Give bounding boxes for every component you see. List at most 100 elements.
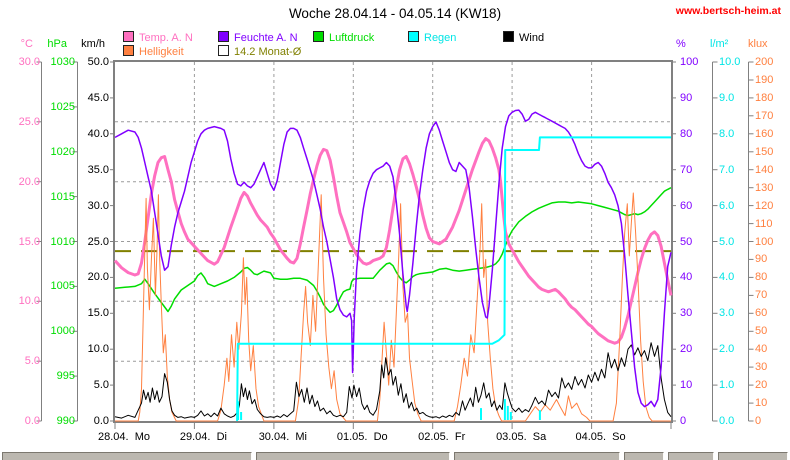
axis-tick-label-brightness: 180: [755, 91, 774, 104]
axis-tick-label-wind: 5.0: [93, 379, 109, 392]
axis-tick-label-humidity: 70: [680, 163, 693, 176]
axis-tick-label-brightness: 140: [755, 163, 774, 176]
rain-rate-bar: [538, 410, 541, 420]
legend-swatch: [123, 45, 134, 56]
axis-tick-label-pressure: 990: [56, 415, 75, 427]
axis-tick-label-temp: 20.0: [18, 175, 40, 188]
axis-tick-label-brightness: 130: [755, 181, 774, 194]
axis-tick-label-temp: 15.0: [18, 235, 40, 248]
legend-item: Helligkeit: [123, 45, 184, 58]
status-panel: [718, 452, 788, 460]
series-pressure-line: [114, 187, 672, 314]
legend-label: Regen: [424, 32, 457, 44]
status-bar: [0, 452, 790, 460]
axis-tick-label-brightness: 90: [755, 253, 768, 266]
axis-tick-label-brightness: 190: [755, 73, 774, 86]
axis-tick-label-temp: 5.0: [24, 355, 40, 368]
legend-item: Temp. A. N: [123, 31, 193, 44]
axis-tick-label-rain: 0.0: [719, 415, 735, 427]
legend-label: Luftdruck: [329, 32, 375, 44]
axis-tick-label-temp: 10.0: [18, 295, 40, 308]
axis-tick-label-rain: 4.0: [719, 271, 735, 284]
axis-tick-label-pressure: 1000: [50, 325, 75, 338]
legend-item: Feuchte A. N: [218, 31, 298, 44]
axis-tick-label-rain: 2.0: [719, 343, 735, 356]
axis-tick-label-wind: 30.0: [87, 199, 109, 212]
axis-unit-brightness: klux: [748, 38, 768, 50]
axis-tick-label-pressure: 1030: [50, 56, 75, 68]
axis-unit-pressure: hPa: [47, 38, 67, 50]
axis-tick-label-wind: 35.0: [87, 163, 109, 176]
axis-tick-label-wind: 45.0: [87, 91, 109, 104]
legend-item: Wind: [503, 31, 545, 44]
axis-tick-label-brightness: 40: [755, 343, 768, 356]
axis-tick-label-pressure: 1025: [50, 100, 75, 113]
x-axis-day-label: 03.05. Sa: [496, 431, 547, 443]
legend-label: Wind: [519, 32, 545, 44]
axis-tick-label-brightness: 50: [755, 325, 768, 338]
axis-tick-label-humidity: 40: [680, 271, 693, 284]
axis-tick-label-humidity: 90: [680, 91, 693, 104]
axis-tick-label-pressure: 1005: [50, 280, 75, 293]
series-brightness-line: [115, 192, 671, 422]
axis-tick-label-wind: 25.0: [87, 235, 109, 248]
axis-tick-label-humidity: 10: [680, 379, 693, 392]
axis-tick-label-brightness: 20: [755, 379, 768, 392]
website-link[interactable]: www.bertsch-heim.at: [675, 5, 781, 17]
legend-swatch: [218, 31, 229, 42]
axis-tick-label-humidity: 100: [680, 56, 699, 68]
axis-tick-label-humidity: 60: [680, 199, 693, 212]
axis-tick-label-temp: 25.0: [18, 115, 40, 128]
status-panel: [2, 452, 252, 460]
axis-tick-label-brightness: 10: [755, 397, 768, 410]
axis-tick-label-wind: 20.0: [87, 271, 109, 284]
status-panel: [668, 452, 714, 460]
axis-tick-label-humidity: 50: [680, 235, 693, 248]
x-axis-day-label: 01.05. Do: [336, 431, 388, 443]
axis-tick-label-wind: 10.0: [87, 343, 109, 356]
axis-tick-label-rain: 8.0: [719, 127, 735, 140]
legend-item: Regen: [408, 31, 457, 44]
axis-tick-label-pressure: 1020: [50, 145, 75, 158]
series-rain-line: [236, 136, 671, 422]
axis-tick-label-brightness: 200: [755, 56, 774, 68]
axis-tick-label-rain: 6.0: [719, 199, 735, 212]
axis-unit-humidity: %: [676, 38, 686, 50]
axis-tick-label-rain: 5.0: [719, 235, 735, 248]
axis-tick-label-brightness: 170: [755, 109, 774, 122]
axis-tick-label-wind: 40.0: [87, 127, 109, 140]
axis-tick-label-temp: 30.0: [18, 56, 40, 68]
axis-tick-label-humidity: 20: [680, 343, 693, 356]
axis-tick-label-brightness: 0: [755, 415, 762, 427]
axis-tick-label-humidity: 80: [680, 127, 693, 140]
axis-tick-label-brightness: 110: [755, 217, 773, 230]
legend-swatch: [408, 31, 419, 42]
rain-rate-bar: [480, 408, 482, 420]
x-axis-day-label: 30.04. Mi: [258, 431, 307, 443]
axis-tick-label-wind: 15.0: [87, 307, 109, 320]
legend-item: 14.2 Monat-Ø: [218, 45, 302, 58]
x-axis-day-label: 28.04. Mo: [98, 431, 150, 443]
legend-item: Luftdruck: [313, 31, 375, 44]
axis-tick-label-rain: 9.0: [719, 91, 735, 104]
x-axis-day-label: 29.04. Di: [179, 431, 227, 443]
axis-tick-label-brightness: 80: [755, 271, 768, 284]
axis-tick-label-pressure: 1010: [50, 235, 75, 248]
rain-rate-bar: [506, 405, 509, 420]
axis-tick-label-brightness: 150: [755, 145, 774, 158]
axis-tick-label-wind: 50.0: [87, 56, 109, 68]
rain-rate-bar: [509, 412, 512, 420]
legend-label: 14.2 Monat-Ø: [234, 46, 302, 58]
series-wind-line: [114, 342, 672, 419]
rain-rate-bar: [240, 412, 243, 420]
axis-tick-label-humidity: 30: [680, 307, 693, 320]
page-title: Woche 28.04.14 - 04.05.14 (KW18): [288, 6, 502, 21]
x-axis-day-label: 02.05. Fr: [418, 431, 466, 443]
axis-unit-rain: l/m²: [710, 38, 729, 50]
axis-tick-label-pressure: 995: [56, 370, 75, 383]
legend-swatch: [218, 45, 229, 56]
axis-tick-label-brightness: 160: [755, 127, 774, 140]
axis-tick-label-brightness: 60: [755, 307, 768, 320]
